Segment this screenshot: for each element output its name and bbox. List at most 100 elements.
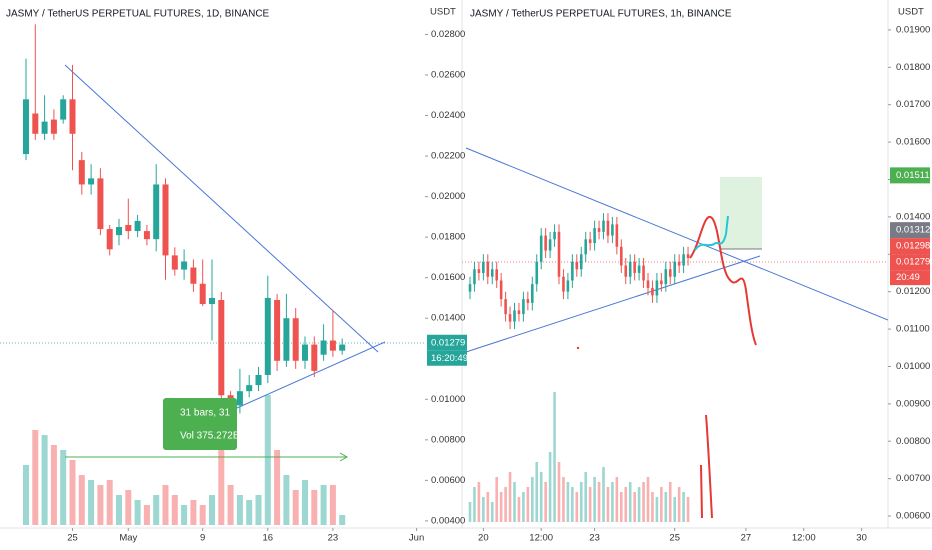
y-tick-label: 0.01600 [896, 137, 930, 148]
volume-bar [264, 395, 271, 525]
candle-body [539, 235, 543, 262]
volume-bar [651, 492, 654, 522]
candle-body [588, 239, 592, 244]
volume-bar [646, 477, 650, 522]
axis-unit: USDT [430, 7, 456, 18]
y-tick-label: 0.01900 [896, 24, 930, 35]
x-tick-label: 30 [856, 533, 867, 544]
candle-body [292, 318, 299, 361]
candle-body [606, 220, 610, 236]
candle-body [553, 231, 556, 240]
candle-body [620, 246, 623, 266]
measure-tooltip [163, 398, 237, 450]
trend-line [465, 147, 888, 321]
candle-body [531, 284, 534, 303]
volume-bar [116, 495, 122, 525]
y-tick-label: 0.01700 [896, 99, 930, 110]
volume-bar [535, 462, 539, 522]
candle-body [134, 220, 141, 232]
volume-bar [513, 482, 516, 522]
volume-bar [482, 497, 485, 522]
candle-body [642, 265, 645, 281]
candle-body [468, 284, 472, 292]
volume-bar [499, 492, 503, 522]
x-tick-label: 25 [669, 533, 680, 544]
volume-bar [544, 482, 547, 522]
candle-body [624, 265, 628, 277]
volume-bar [668, 482, 672, 522]
volume-bar [504, 487, 507, 522]
candle-body [23, 99, 29, 155]
volume-bar [575, 492, 579, 522]
volume-bar [23, 465, 29, 525]
drawn-dot [576, 346, 580, 350]
volume-bar [606, 487, 610, 522]
candle-body [482, 261, 485, 273]
volume-bar [526, 487, 530, 522]
candle-body [557, 231, 561, 277]
tooltip-line: Vol 375.272B [180, 431, 240, 442]
volume-bar [292, 490, 299, 525]
x-tick-label: 9 [200, 533, 205, 544]
chart-title: JASMY / TetherUS PERPETUAL FUTURES, 1h, … [470, 9, 732, 20]
chart-title: JASMY / TetherUS PERPETUAL FUTURES, 1D, … [6, 9, 270, 20]
volume-bar [153, 495, 160, 525]
volume-bar [283, 475, 290, 525]
price-label-bg [890, 222, 930, 239]
price-label-bg [890, 167, 930, 184]
candle-body [660, 280, 663, 285]
volume-bar [236, 495, 243, 525]
candle-body [246, 385, 253, 392]
volume-bar [508, 472, 512, 522]
candle-body [513, 310, 516, 322]
price-label: 0.01298 [896, 241, 930, 252]
candle-body [602, 220, 605, 232]
volume-bar [134, 500, 141, 525]
left-plot [0, 24, 425, 525]
candle-body [486, 261, 490, 277]
candle-body [41, 121, 48, 134]
trend-line [227, 341, 386, 413]
drawn-path [689, 215, 757, 346]
volume-bar [588, 487, 592, 522]
candle-body [171, 255, 178, 270]
candle-body [517, 310, 521, 315]
candle-body [579, 254, 583, 270]
volume-bar [686, 497, 690, 522]
volume-bar [477, 482, 481, 522]
volume-bar [495, 477, 498, 522]
x-tick-label: 12:00 [792, 533, 816, 544]
volume-bar [143, 505, 150, 525]
candle-body [329, 340, 336, 351]
volume-bar [320, 485, 327, 525]
candle-body [255, 374, 262, 386]
candle-body [646, 280, 650, 288]
volume-bar [562, 477, 565, 522]
candle-body [562, 276, 565, 292]
volume-bar [339, 515, 346, 525]
candle-body [637, 265, 641, 273]
y-tick-label: 0.00700 [896, 473, 930, 484]
volume-bar [473, 487, 476, 522]
volume-bar [633, 492, 636, 522]
candle-body [651, 287, 654, 296]
candle-body [32, 113, 39, 134]
y-tick-label: 0.02600 [431, 70, 465, 81]
candle-body [526, 299, 530, 303]
candle-body [116, 227, 122, 236]
volume-bar [181, 505, 188, 525]
volume-bar [88, 480, 95, 525]
candle-body [584, 239, 587, 255]
candle-body [508, 314, 512, 322]
candle-body [593, 228, 596, 244]
x-tick-label: 23 [589, 533, 600, 544]
volume-bar [218, 445, 225, 525]
volume-bar [468, 502, 472, 522]
volume-bar [539, 472, 543, 522]
candle-body [339, 344, 346, 351]
volume-bar [548, 452, 552, 522]
volume-bar [255, 495, 262, 525]
candle-body [664, 269, 668, 285]
